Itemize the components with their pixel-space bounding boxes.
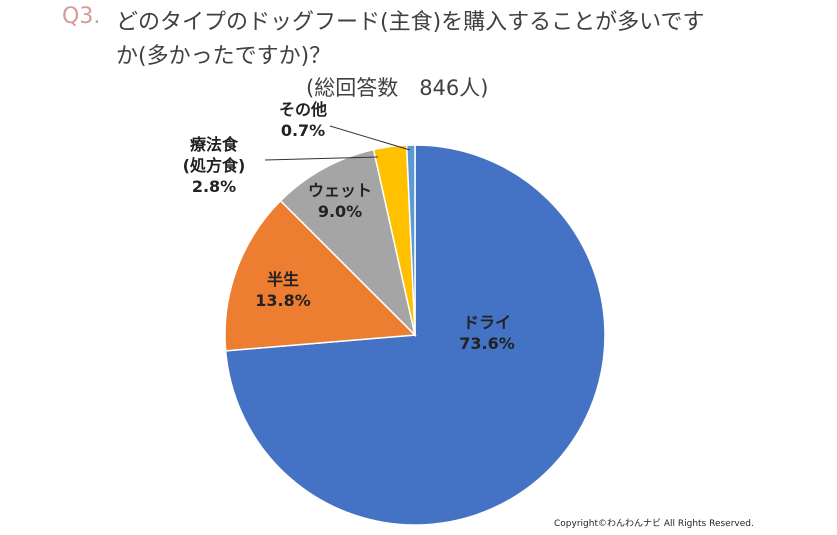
- data-label-2: 9.0%: [318, 202, 362, 221]
- pie-slice-1: [224, 199, 417, 352]
- leader-line-4: [329, 125, 411, 151]
- slice-name-3: 療法食: [190, 135, 239, 154]
- question-number: Q3.: [62, 4, 101, 29]
- chart-title-line1: どのタイプのドッグフード(主食)を購入することが多いです: [116, 10, 705, 35]
- data-label-3: 2.8%: [192, 177, 236, 196]
- pie-slice-4: [405, 144, 416, 336]
- chart-title-line2: か(多かったですか)？: [116, 44, 332, 69]
- data-label-4: 0.7%: [281, 121, 325, 140]
- data-label-1: 13.8%: [255, 291, 311, 310]
- slice-name-4: その他: [279, 100, 327, 119]
- leader-line-3: [264, 156, 379, 161]
- data-label-0: 73.6%: [459, 334, 515, 353]
- copyright: Copyright©わんわんナビ All Rights Reserved.: [554, 519, 754, 529]
- chart-subtitle: (総回答数 846人): [306, 76, 489, 100]
- slice-name-0: ドライ: [463, 313, 511, 332]
- slice-name-2: ウェット: [308, 181, 372, 200]
- slice-name-1: 半生: [267, 270, 299, 289]
- slice-name-3: (処方食): [183, 156, 246, 175]
- pie-slice-2: [279, 148, 417, 338]
